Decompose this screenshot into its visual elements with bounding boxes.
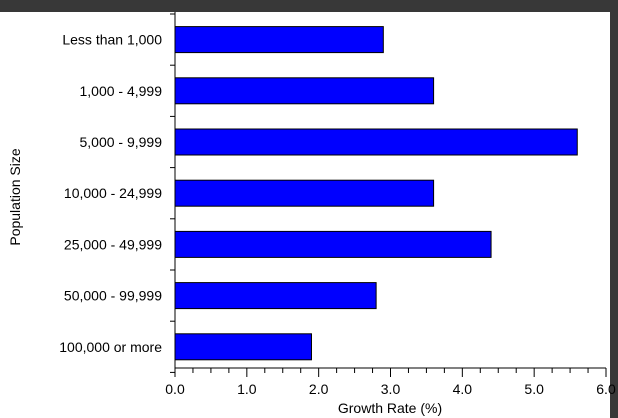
category-label: 25,000 - 49,999 [64,236,162,252]
category-label: 100,000 or more [59,339,162,355]
bar [174,26,384,54]
bar [174,333,312,361]
x-axis-title: Growth Rate (%) [338,400,442,416]
x-tick-label: 0.0 [165,381,185,397]
x-tick-label: 2.0 [309,381,329,397]
x-tick-label: 6.0 [596,381,616,397]
category-label: 50,000 - 99,999 [64,288,162,304]
axes [170,12,607,377]
category-label: 10,000 - 24,999 [64,185,162,201]
x-tick-label: 5.0 [524,381,544,397]
x-tick-labels: 0.0 1.0 2.0 3.0 4.0 5.0 6.0 [165,381,616,397]
category-label: 5,000 - 9,999 [79,134,162,150]
x-tick-label: 1.0 [237,381,257,397]
category-label: 1,000 - 4,999 [79,83,162,99]
bar [174,179,435,207]
bar [174,77,435,105]
category-labels: Less than 1,000 1,000 - 4,999 5,000 - 9,99… [59,32,162,355]
bar [174,282,377,310]
bar [174,128,578,156]
category-label: Less than 1,000 [62,32,162,48]
x-tick-label: 4.0 [453,381,473,397]
bars-group [174,26,578,361]
bar [174,230,492,258]
x-tick-label: 3.0 [381,381,401,397]
y-axis-title: Population Size [7,148,23,246]
